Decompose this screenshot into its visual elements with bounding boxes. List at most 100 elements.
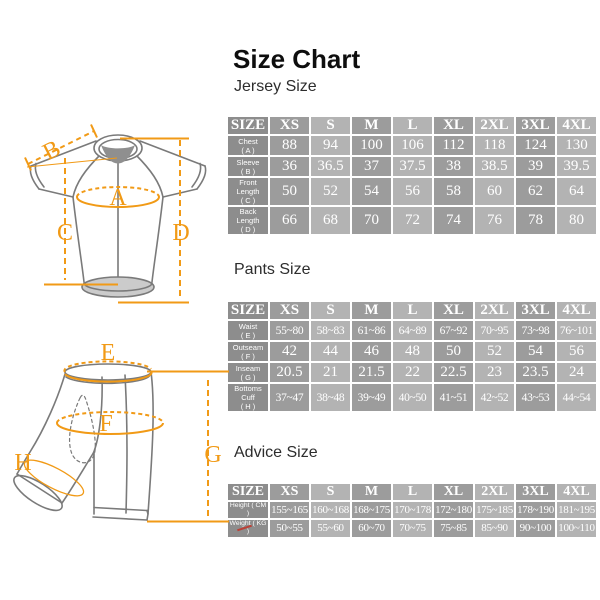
value-cell: 48	[393, 342, 432, 361]
value-cell: 90~100	[516, 520, 555, 537]
shorts-outline	[13, 363, 154, 521]
jersey-diagram: A B C D	[24, 124, 207, 304]
measure-ellipse-a	[76, 186, 160, 198]
value-cell: 58	[434, 178, 473, 205]
value-cell: 88	[270, 136, 309, 155]
size-column-header: XS	[270, 117, 309, 134]
value-cell: 42	[270, 342, 309, 361]
shorts-diagram: E F G H	[13, 340, 229, 523]
pants-size-table: SIZE XS S M L XL 2XL 3XL 4XL Waist( E ) 55~80 58~83…	[226, 300, 600, 413]
value-cell: 22.5	[434, 363, 473, 382]
value-cell: 67~92	[434, 321, 473, 340]
pants-section-label: Pants Size	[234, 261, 311, 278]
value-cell: 76~101	[557, 321, 596, 340]
value-cell: 64~89	[393, 321, 432, 340]
value-cell: 24	[557, 363, 596, 382]
measure-line-b	[27, 130, 95, 165]
value-cell: 74	[434, 207, 473, 234]
jersey-section-label: Jersey Size	[234, 78, 317, 95]
value-cell: 39	[516, 157, 555, 176]
value-cell: 60~70	[352, 520, 391, 537]
jersey-measurements	[24, 124, 189, 304]
value-cell: 155~165	[270, 502, 309, 519]
size-header-cell: SIZE	[228, 302, 268, 319]
value-cell: 55~80	[270, 321, 309, 340]
value-cell: 60	[475, 178, 514, 205]
measure-label-a: A	[109, 185, 127, 211]
value-cell: 170~178	[393, 502, 432, 519]
value-cell: 52	[311, 178, 350, 205]
size-column-header: S	[311, 484, 350, 500]
value-cell: 100~110	[557, 520, 596, 537]
value-cell: 70~75	[393, 520, 432, 537]
value-cell: 58~83	[311, 321, 350, 340]
size-column-header: 3XL	[516, 302, 555, 319]
value-cell: 50~55	[270, 520, 309, 537]
value-cell: 54	[352, 178, 391, 205]
jersey-size-table: SIZE XS S M L XL 2XL 3XL 4XL Chest( A ) 88 94 100 106…	[226, 115, 600, 236]
size-column-header: L	[393, 484, 432, 500]
value-cell: 80	[557, 207, 596, 234]
value-cell: 61~86	[352, 321, 391, 340]
size-column-header: S	[311, 117, 350, 134]
size-column-header: XS	[270, 302, 309, 319]
value-cell: 21	[311, 363, 350, 382]
value-cell: 38.5	[475, 157, 514, 176]
value-cell: 64	[557, 178, 596, 205]
value-cell: 160~168	[311, 502, 350, 519]
value-cell: 168~175	[352, 502, 391, 519]
size-column-header: 2XL	[475, 484, 514, 500]
value-cell: 175~185	[475, 502, 514, 519]
value-cell: 172~180	[434, 502, 473, 519]
size-column-header: XS	[270, 484, 309, 500]
value-cell: 124	[516, 136, 555, 155]
size-column-header: 2XL	[475, 117, 514, 134]
row-label: Bottoms Cuff( H )	[228, 384, 268, 411]
value-cell: 106	[393, 136, 432, 155]
value-cell: 37.5	[393, 157, 432, 176]
shorts-measurements	[23, 360, 229, 523]
row-label: Inseam( G )	[228, 363, 268, 382]
measure-ellipse-h	[23, 459, 85, 497]
value-cell: 100	[352, 136, 391, 155]
row-label: Chest( A )	[228, 136, 268, 155]
size-column-header: M	[352, 302, 391, 319]
value-cell: 21.5	[352, 363, 391, 382]
value-cell: 42~52	[475, 384, 514, 411]
value-cell: 56	[393, 178, 432, 205]
value-cell: 41~51	[434, 384, 473, 411]
value-cell: 22	[393, 363, 432, 382]
measure-ellipse-f	[56, 411, 164, 424]
value-cell: 66	[270, 207, 309, 234]
value-cell: 46	[352, 342, 391, 361]
jersey-hem	[81, 276, 155, 298]
size-column-header: XL	[434, 117, 473, 134]
size-column-header: S	[311, 302, 350, 319]
value-cell: 38	[434, 157, 473, 176]
size-header-cell: SIZE	[228, 117, 268, 134]
value-cell: 40~50	[393, 384, 432, 411]
size-header-cell: SIZE	[228, 484, 268, 500]
measure-label-f: F	[99, 411, 112, 437]
measure-label-h: H	[14, 450, 31, 476]
value-cell: 112	[434, 136, 473, 155]
value-cell: 37~47	[270, 384, 309, 411]
value-cell: 70	[352, 207, 391, 234]
value-cell: 37	[352, 157, 391, 176]
value-cell: 52	[475, 342, 514, 361]
size-column-header: L	[393, 302, 432, 319]
measure-label-c: C	[57, 220, 73, 246]
value-cell: 36	[270, 157, 309, 176]
size-column-header: 4XL	[557, 117, 596, 134]
row-label: Outseam( F )	[228, 342, 268, 361]
value-cell: 78	[516, 207, 555, 234]
row-label: Waist( E )	[228, 321, 268, 340]
chamois-pad	[68, 394, 96, 464]
value-cell: 23	[475, 363, 514, 382]
advice-size-table: SIZE XS S M L XL 2XL 3XL 4XL Height ( CM ) 155~165…	[226, 482, 600, 539]
value-cell: 62	[516, 178, 555, 205]
value-cell: 178~190	[516, 502, 555, 519]
size-column-header: M	[352, 484, 391, 500]
value-cell: 181~195	[557, 502, 596, 519]
value-cell: 38~48	[311, 384, 350, 411]
